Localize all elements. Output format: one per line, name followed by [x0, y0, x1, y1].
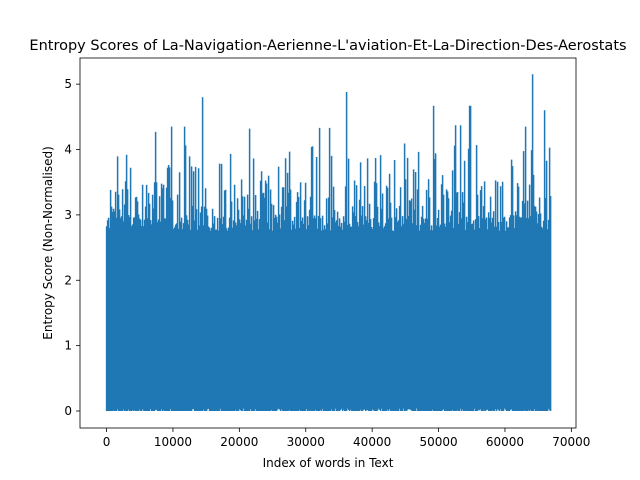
series-dense-band [106, 231, 551, 406]
y-tick-label: 4 [64, 143, 72, 157]
x-tick-label: 40000 [353, 435, 391, 449]
x-tick-label: 0 [103, 435, 111, 449]
x-tick-label: 30000 [287, 435, 325, 449]
x-tick-label: 50000 [419, 435, 457, 449]
y-axis-label: Entropy Score (Non-Normalised) [41, 146, 55, 339]
y-tick-label: 3 [64, 208, 72, 222]
x-axis: 0 10000 20000 30000 40000 50000 60000 70000 [103, 428, 590, 449]
y-axis: 0 1 2 3 4 5 [64, 77, 80, 418]
y-tick-label: 1 [64, 339, 72, 353]
x-tick-label: 60000 [486, 435, 524, 449]
plot-area [105, 74, 552, 411]
chart-title: Entropy Scores of La-Navigation-Aerienne… [29, 38, 626, 54]
y-tick-label: 2 [64, 273, 72, 287]
x-tick-label: 20000 [220, 435, 258, 449]
y-tick-label: 0 [64, 404, 72, 418]
x-tick-label: 10000 [154, 435, 192, 449]
axes-frame [79, 57, 577, 429]
x-tick-label: 70000 [552, 435, 590, 449]
y-tick-label: 5 [64, 77, 72, 91]
x-axis-label: Index of words in Text [263, 456, 394, 470]
